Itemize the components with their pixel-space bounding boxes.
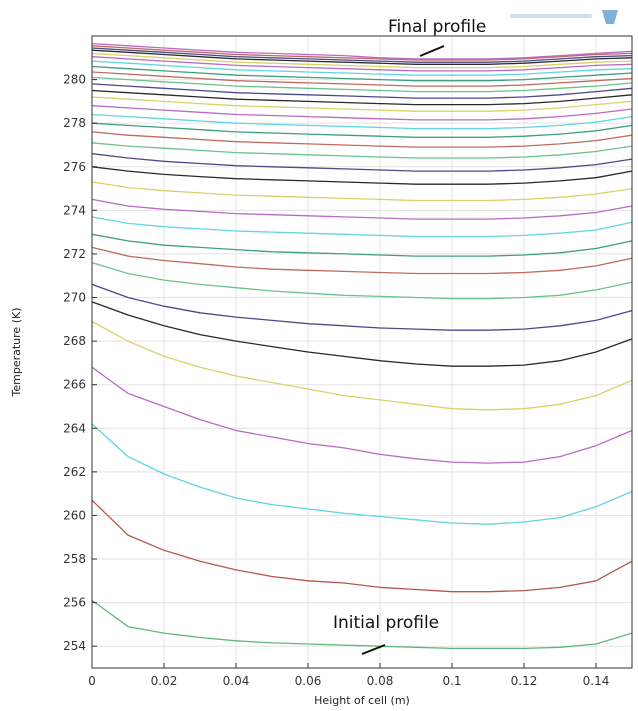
- series-line-6: [91, 301, 633, 367]
- series-line-12: [91, 198, 633, 220]
- x-tick-label: 0.12: [511, 674, 538, 688]
- annotation-layer: Final profile Initial profile: [333, 17, 486, 655]
- x-axis-label: Height of cell (m): [314, 694, 410, 707]
- initial-profile-annotation-text: Initial profile: [333, 613, 439, 633]
- series-line-27: [91, 60, 633, 76]
- y-tick-label: 262: [63, 465, 86, 479]
- y-axis-label: Temperature (K): [10, 308, 23, 398]
- series-line-28: [91, 56, 633, 72]
- x-tick-label: 0.02: [151, 674, 178, 688]
- x-tick-label: 0.1: [442, 674, 461, 688]
- y-tick-label: 270: [63, 291, 86, 305]
- series-line-22: [91, 89, 633, 106]
- y-tick-label: 274: [63, 203, 86, 217]
- series-line-2: [91, 499, 633, 593]
- series-line-24: [91, 76, 633, 93]
- y-tick-label: 268: [63, 334, 86, 348]
- series-layer: [91, 42, 633, 650]
- y-tick-label: 264: [63, 421, 86, 435]
- final-profile-annotation-pointer: [419, 45, 445, 57]
- x-tick-label: 0: [88, 674, 96, 688]
- x-tick-label: 0.04: [223, 674, 250, 688]
- series-line-8: [91, 261, 633, 300]
- series-line-25: [91, 71, 633, 87]
- series-line-32: [91, 45, 633, 61]
- series-line-14: [91, 166, 633, 185]
- series-line-1: [91, 599, 633, 650]
- series-line-30: [91, 49, 633, 65]
- y-tick-label: 254: [63, 639, 86, 653]
- series-line-15: [91, 153, 633, 172]
- series-line-4: [91, 366, 633, 464]
- y-tick-label: 276: [63, 160, 86, 174]
- y-tick-label: 280: [63, 73, 86, 87]
- series-line-20: [91, 105, 633, 121]
- y-tick-label: 258: [63, 552, 86, 566]
- series-line-13: [91, 181, 633, 202]
- initial-profile-annotation-pointer: [361, 644, 386, 655]
- series-line-19: [91, 113, 633, 130]
- plot-frame: [91, 35, 633, 669]
- y-tick-label: 266: [63, 378, 86, 392]
- tick-layer: 0 0.02 0.04 0.06 0.08 0.1 0.12 0.14 254 256 258 260…: [63, 73, 609, 688]
- x-tick-label: 0.08: [367, 674, 394, 688]
- series-line-9: [91, 246, 633, 275]
- series-line-18: [91, 122, 633, 138]
- y-tick-label: 272: [63, 247, 86, 261]
- series-line-11: [91, 216, 633, 238]
- series-line-31: [91, 47, 633, 63]
- series-line-16: [91, 142, 633, 159]
- series-line-17: [91, 131, 633, 148]
- x-tick-label: 0.06: [295, 674, 322, 688]
- y-tick-label: 260: [63, 508, 86, 522]
- series-line-33: [91, 42, 633, 60]
- x-tick-label: 0.14: [583, 674, 610, 688]
- series-line-5: [91, 320, 633, 411]
- y-tick-label: 256: [63, 596, 86, 610]
- series-line-23: [91, 83, 633, 99]
- series-line-26: [91, 65, 633, 82]
- series-line-3: [91, 423, 633, 525]
- series-line-7: [91, 283, 633, 331]
- series-line-21: [91, 96, 633, 112]
- series-line-10: [91, 233, 633, 257]
- final-profile-annotation-text: Final profile: [388, 17, 486, 37]
- y-tick-label: 278: [63, 116, 86, 130]
- series-line-29: [91, 52, 633, 69]
- logo-icon: [510, 10, 618, 24]
